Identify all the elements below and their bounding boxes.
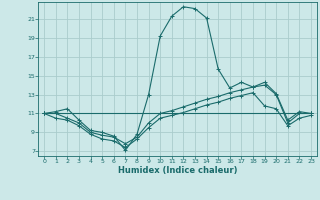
X-axis label: Humidex (Indice chaleur): Humidex (Indice chaleur) — [118, 166, 237, 175]
